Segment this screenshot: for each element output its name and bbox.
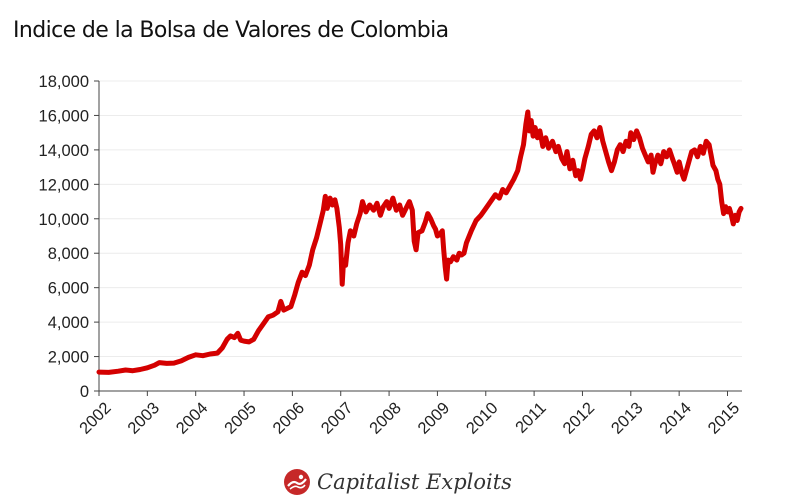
y-tick-label: 8,000 bbox=[48, 245, 89, 263]
bolsa-colombia-line-chart: 0 2,000 4,000 6,000 8,000 10,000 12,000 14,000 1… bbox=[39, 73, 744, 438]
chart-series-group bbox=[96, 109, 744, 375]
x-tick-label: 2002 bbox=[76, 399, 115, 438]
chart-axes bbox=[94, 80, 742, 396]
y-tick-label: 4,000 bbox=[48, 314, 89, 332]
x-tick-label: 2007 bbox=[318, 399, 357, 438]
y-tick-label: 18,000 bbox=[39, 73, 89, 91]
y-tick-label: 6,000 bbox=[48, 280, 89, 298]
footer-branding: Capitalist Exploits bbox=[283, 466, 512, 498]
y-tick-label: 2,000 bbox=[48, 349, 89, 367]
x-tick-label: 2010 bbox=[463, 399, 502, 438]
x-tick-label: 2003 bbox=[124, 399, 163, 438]
y-tick-label: 14,000 bbox=[39, 142, 89, 160]
x-tick-label: 2012 bbox=[560, 399, 599, 438]
x-tick-label: 2005 bbox=[221, 399, 260, 438]
x-tick-label: 2006 bbox=[269, 399, 308, 438]
chart-title: Indice de la Bolsa de Valores de Colombi… bbox=[13, 18, 449, 43]
x-tick-label: 2004 bbox=[173, 399, 212, 438]
series-line-colcap bbox=[96, 109, 744, 375]
x-tick-label: 2011 bbox=[512, 399, 550, 437]
x-tick-label: 2009 bbox=[414, 399, 453, 438]
y-tick-label: 16,000 bbox=[39, 107, 89, 125]
footer-brand-text: Capitalist Exploits bbox=[317, 470, 512, 494]
y-tick-label: 12,000 bbox=[39, 176, 89, 194]
x-tick-label: 2008 bbox=[366, 399, 405, 438]
chart-gridlines bbox=[99, 80, 742, 358]
y-tick-label: 10,000 bbox=[39, 211, 89, 229]
x-tick-label: 2013 bbox=[608, 399, 647, 438]
x-tick-label: 2014 bbox=[656, 399, 695, 438]
x-axis-tick-labels: 2002 2003 2004 2005 2006 2007 2008 2009 2010 2011… bbox=[76, 399, 743, 438]
y-tick-label: 0 bbox=[80, 383, 89, 401]
x-tick-label: 2015 bbox=[705, 399, 744, 438]
capitalist-exploits-logo-icon bbox=[284, 469, 310, 495]
y-axis-tick-labels: 0 2,000 4,000 6,000 8,000 10,000 12,000 14,000 1… bbox=[39, 73, 89, 401]
